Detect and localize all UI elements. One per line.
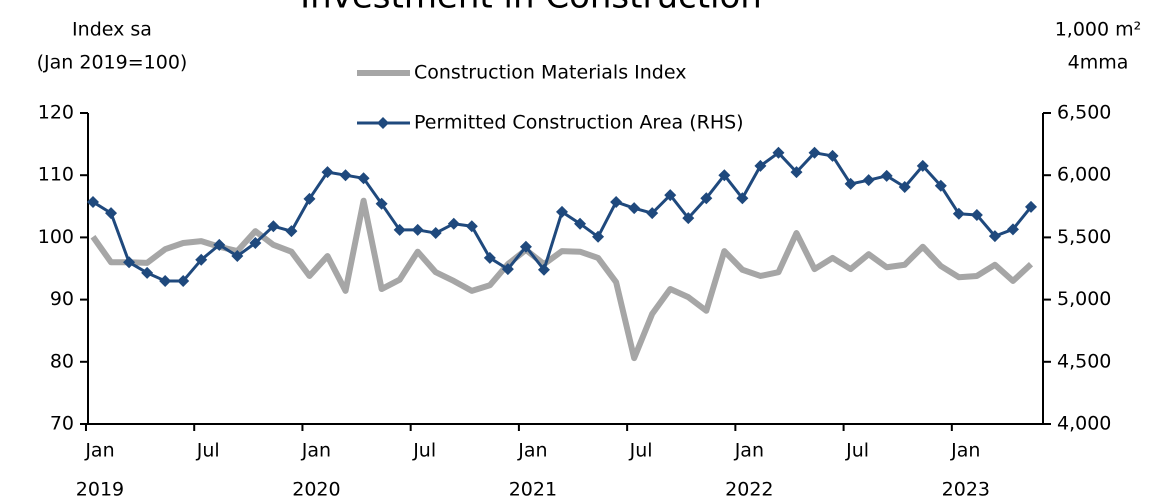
legend-marker	[377, 117, 389, 129]
series-marker	[970, 209, 983, 222]
series-marker	[1006, 223, 1019, 236]
series-marker	[556, 205, 568, 218]
series-marker	[537, 263, 550, 276]
y-tick-label: 90	[50, 288, 74, 310]
series-marker	[303, 192, 316, 205]
series-marker	[736, 192, 749, 205]
y-axis-title: (Jan 2019=100)	[37, 52, 188, 74]
series-marker	[429, 227, 442, 240]
series-marker	[952, 207, 965, 220]
series-marker	[123, 256, 136, 269]
series-marker	[592, 230, 605, 243]
x-year-label: 2021	[509, 479, 557, 501]
series-marker	[826, 149, 839, 162]
x-tick-label: Jul	[845, 440, 869, 462]
x-year-label: 2020	[292, 479, 340, 501]
series-marker	[231, 250, 244, 263]
y-tick-label: 70	[50, 413, 74, 435]
y-tick-label: 80	[50, 350, 74, 372]
series-marker	[177, 274, 190, 287]
series-marker	[844, 177, 857, 190]
y-tick-label: 120	[38, 102, 74, 124]
series-marker	[808, 146, 821, 159]
series-marker	[772, 146, 785, 159]
series-marker	[646, 207, 659, 220]
x-tick-label: Jan	[301, 440, 331, 462]
series-marker	[628, 202, 641, 215]
x-tick-label: Jul	[629, 440, 653, 462]
series-marker	[483, 251, 496, 264]
series-marker	[610, 195, 623, 208]
series-marker	[664, 189, 677, 202]
y2-axis-title: 1,000 m²	[1055, 19, 1142, 41]
series-marker	[393, 223, 406, 236]
series-marker	[213, 238, 226, 251]
series-marker	[682, 212, 695, 225]
legend-label: Permitted Construction Area (RHS)	[414, 112, 744, 134]
series-marker	[195, 253, 208, 266]
series-marker	[718, 169, 731, 182]
y2-tick-label: 6,000	[1057, 164, 1111, 186]
series-line	[90, 197, 1034, 362]
series-marker	[465, 220, 478, 233]
x-year-label: 2023	[942, 479, 990, 501]
series-marker	[574, 217, 587, 230]
x-year-label: 2019	[76, 479, 124, 501]
series-marker	[447, 217, 460, 230]
series-marker	[249, 236, 262, 249]
series-marker	[700, 192, 713, 205]
series-marker	[87, 195, 99, 208]
y2-tick-label: 4,000	[1057, 413, 1111, 435]
series-marker	[862, 174, 875, 187]
series-marker	[898, 181, 911, 194]
series-marker	[790, 166, 803, 179]
x-tick-label: Jul	[412, 440, 436, 462]
series-marker	[880, 169, 893, 182]
series-marker	[321, 166, 334, 179]
y2-tick-label: 5,000	[1057, 288, 1111, 310]
legend-label: Construction Materials Index	[414, 62, 686, 84]
series-marker	[375, 197, 388, 210]
series-marker	[1025, 200, 1037, 213]
chart-title: Investment in Construction	[300, 0, 762, 17]
x-tick-label: Jan	[734, 440, 764, 462]
x-year-label: 2022	[725, 479, 773, 501]
y2-axis-title: 4mma	[1068, 52, 1129, 74]
y-tick-label: 110	[38, 164, 74, 186]
y-axis-title: Index sa	[72, 19, 152, 41]
x-tick-label: Jan	[950, 440, 980, 462]
x-tick-label: Jan	[84, 440, 114, 462]
series-marker	[988, 230, 1001, 243]
x-tick-label: Jan	[517, 440, 547, 462]
series-marker	[357, 172, 370, 185]
series-marker	[934, 179, 947, 192]
y-tick-label: 100	[38, 226, 74, 248]
y2-tick-label: 6,500	[1057, 102, 1111, 124]
y2-tick-label: 5,500	[1057, 226, 1111, 248]
x-tick-label: Jul	[196, 440, 220, 462]
series-marker	[285, 225, 298, 238]
series-marker	[519, 240, 532, 253]
series-marker	[159, 274, 172, 287]
series-marker	[501, 263, 514, 276]
series-marker	[339, 169, 352, 182]
series-marker	[411, 223, 424, 236]
series-marker	[141, 266, 154, 279]
series-marker	[916, 159, 929, 172]
series-marker	[105, 207, 118, 220]
y2-tick-label: 4,500	[1057, 350, 1111, 372]
series-marker	[754, 159, 767, 172]
series-marker	[267, 220, 280, 233]
